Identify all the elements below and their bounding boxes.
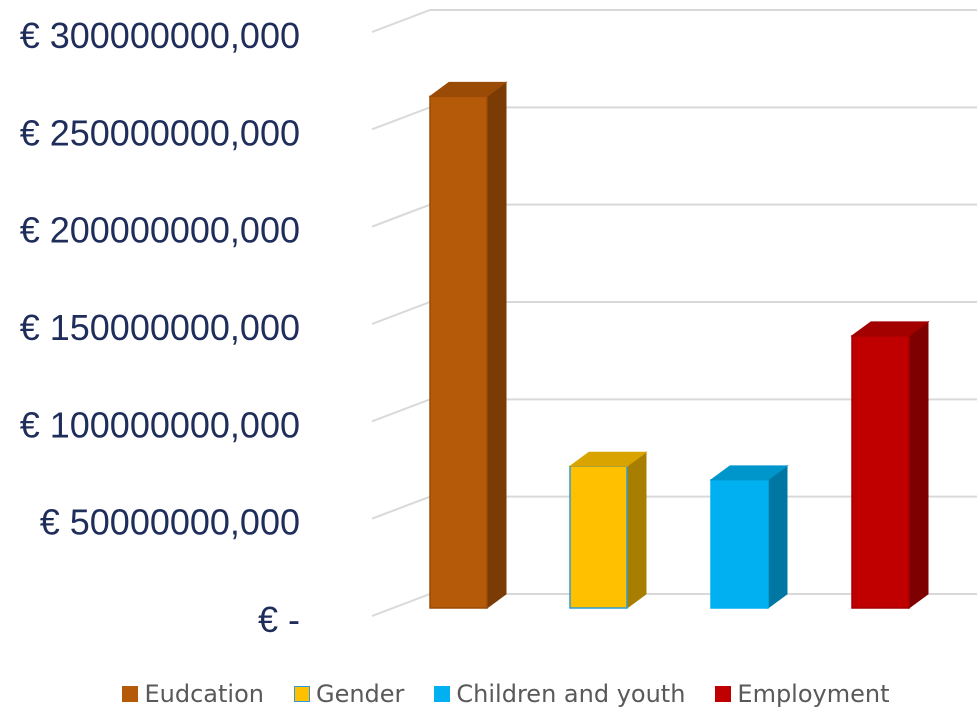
legend-label-children-and-youth: Children and youth: [456, 680, 686, 708]
legend-label-eudcation: Eudcation: [144, 680, 264, 708]
y-tick-label-0: € -: [258, 599, 300, 640]
legend-swatch-gender: [293, 686, 310, 702]
bar-3: [850, 320, 930, 609]
bar-front-1: [569, 465, 628, 609]
bar-front-2: [710, 479, 769, 609]
legend-item-gender: Gender: [293, 680, 405, 708]
legend-item-eudcation: Eudcation: [122, 680, 264, 708]
legend-item-employment: Employment: [715, 680, 890, 708]
y-tick-label-3: € 150000000,000: [20, 307, 300, 348]
bar-top-2: [709, 465, 789, 481]
gridline-6: [371, 9, 977, 33]
bar-front-0: [429, 95, 488, 609]
legend-label-gender: Gender: [315, 680, 405, 708]
legend: Eudcation Gender Children and youth Empl…: [0, 676, 977, 712]
legend-label-employment: Employment: [737, 680, 890, 708]
bar-side-0: [486, 81, 507, 609]
legend-swatch-employment: [715, 686, 732, 702]
y-tick-label-2: € 100000000,000: [20, 404, 300, 445]
y-tick-label-1: € 50000000,000: [40, 502, 300, 543]
bars: [428, 81, 930, 609]
bar-1: [568, 451, 648, 609]
bar-0: [428, 81, 508, 609]
bar-top-1: [568, 451, 648, 467]
bar-side-3: [908, 320, 929, 609]
bar-front-3: [851, 335, 910, 609]
bar-2: [709, 464, 789, 609]
bar-top-0: [428, 81, 508, 97]
y-axis-tick-labels: € - € 50000000,000 € 100000000,000 € 150000…: [20, 15, 300, 640]
bar-top-3: [850, 321, 930, 337]
legend-swatch-eudcation: [122, 686, 139, 702]
y-tick-label-4: € 200000000,000: [20, 210, 300, 251]
legend-item-children-and-youth: Children and youth: [434, 680, 685, 708]
y-tick-label-6: € 300000000,000: [20, 15, 300, 56]
bar-side-2: [767, 464, 788, 609]
legend-swatch-children-and-youth: [434, 686, 451, 702]
bar-side-1: [626, 451, 647, 609]
y-tick-label-5: € 250000000,000: [20, 112, 300, 153]
